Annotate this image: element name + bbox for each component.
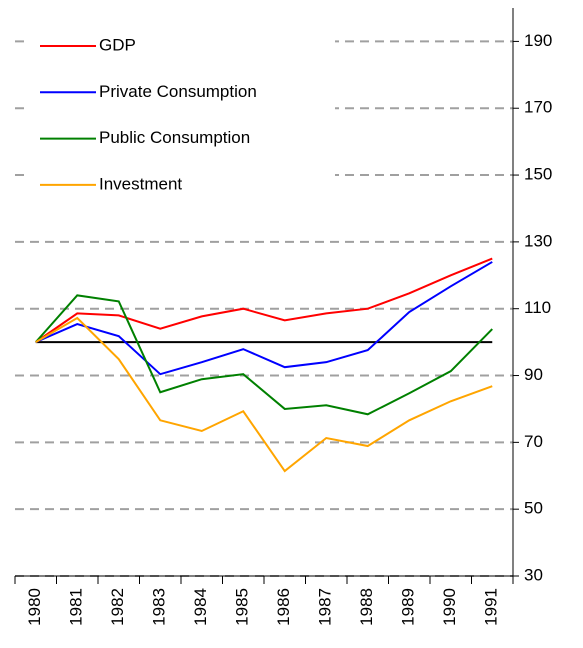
series-line [35, 294, 493, 416]
series-line [35, 257, 493, 343]
x-tick-label: 1981 [67, 588, 86, 626]
x-tick-label: 1986 [274, 588, 293, 626]
y-tick-label: 170 [524, 98, 552, 117]
x-tick-label: 1984 [191, 588, 210, 626]
x-tick-label: 1990 [440, 588, 459, 626]
y-tick-label: 70 [524, 432, 543, 451]
x-tick-label: 1985 [233, 588, 252, 626]
y-tick-label: 90 [524, 365, 543, 384]
x-tick-label: 1987 [316, 588, 335, 626]
legend-label: GDP [99, 35, 136, 54]
legend-label: Investment [99, 174, 182, 193]
y-tick-label: 30 [524, 565, 543, 584]
y-tick-label: 50 [524, 499, 543, 518]
y-tick-label: 110 [524, 298, 551, 317]
x-tick-label: 1991 [482, 588, 501, 626]
x-tick-label: 1982 [108, 588, 127, 626]
series-line [35, 316, 493, 473]
legend-label: Public Consumption [99, 128, 250, 147]
y-tick-label: 150 [524, 165, 552, 184]
x-tick-label: 1989 [399, 588, 418, 626]
y-tick-label: 130 [524, 231, 552, 250]
legend-background [30, 22, 335, 207]
y-tick-label: 190 [524, 31, 552, 50]
x-tick-label: 1983 [150, 588, 169, 626]
legend-label: Private Consumption [99, 82, 257, 101]
series-line [35, 261, 493, 376]
x-tick-label: 1988 [357, 588, 376, 626]
x-tick-label: 1980 [25, 588, 44, 626]
